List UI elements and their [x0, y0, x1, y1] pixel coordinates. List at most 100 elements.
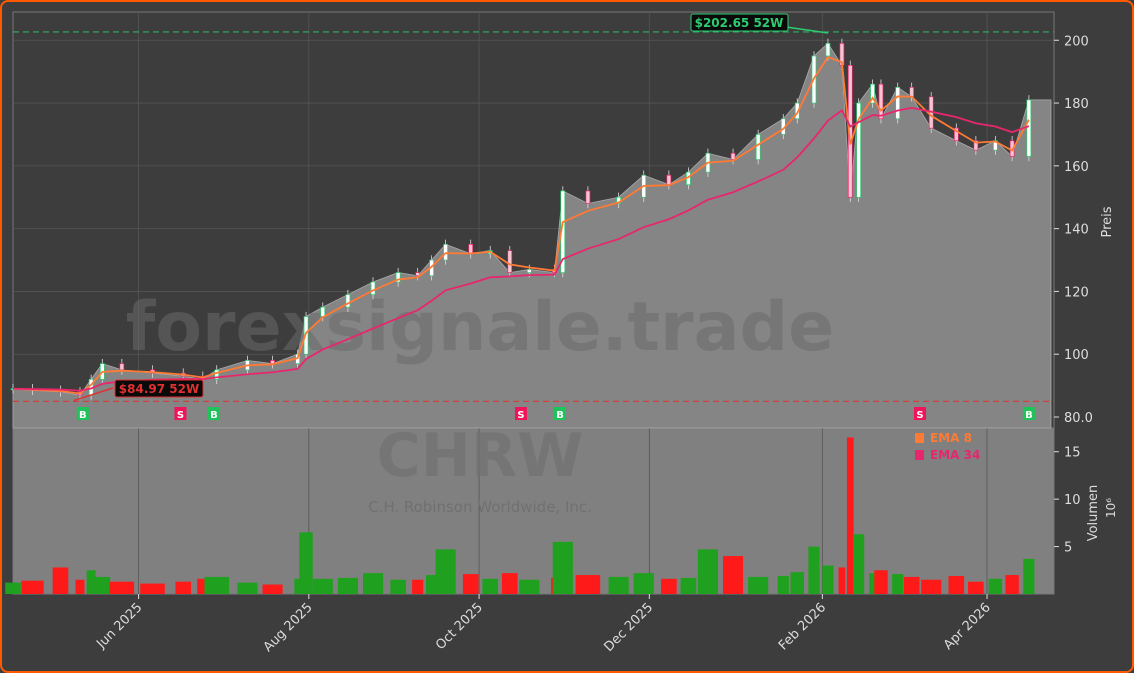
- signal-label: B: [1025, 410, 1033, 421]
- volume-bar: [501, 573, 518, 594]
- candle-body: [909, 87, 915, 98]
- sell-signal: [174, 407, 187, 420]
- legend-ema8: EMA 8: [930, 431, 972, 445]
- volume-bar: [462, 574, 479, 594]
- x-tick-label: Oct 2025: [433, 600, 486, 653]
- x-tick-label: Apr 2026: [941, 600, 994, 653]
- candle-body: [395, 272, 401, 283]
- candle-body: [415, 272, 421, 277]
- volume-bar: [968, 581, 984, 594]
- volume-bar: [52, 567, 69, 594]
- volume-axis-label: Volumen: [1086, 485, 1101, 542]
- volume-bar: [140, 583, 165, 594]
- volume-bar: [426, 575, 438, 594]
- volume-bar: [5, 582, 21, 594]
- volume-bar: [608, 576, 629, 594]
- legend-swatch-ema34: [915, 450, 924, 460]
- y-tick-label: 180: [1064, 97, 1089, 112]
- buy-signal: [76, 407, 89, 420]
- candle-body: [119, 363, 125, 371]
- candle-body: [345, 294, 351, 308]
- y-tick-label: 80.0: [1064, 411, 1093, 426]
- volume-bar: [822, 565, 834, 594]
- volume-bar: [633, 573, 654, 594]
- high-52w-label: $202.65 52W: [695, 16, 784, 30]
- candle-body: [320, 306, 326, 317]
- legend: EMA 8 EMA 34: [915, 431, 980, 462]
- volume-bar: [575, 575, 601, 594]
- signal-label: S: [177, 410, 184, 421]
- ticker-watermark: CHRW: [377, 421, 584, 491]
- volume-bars: [5, 437, 1035, 594]
- signal-label: B: [556, 410, 564, 421]
- sell-signal: [914, 407, 927, 420]
- volume-bar: [94, 576, 111, 594]
- x-tick-label: Dec 2025: [601, 600, 656, 655]
- y-tick-label: 120: [1064, 285, 1089, 300]
- watermark: forexsignale.trade: [126, 288, 835, 367]
- volume-bar: [892, 574, 904, 594]
- sell-signal: [514, 407, 527, 420]
- volume-bar: [175, 581, 192, 594]
- candle-body: [755, 134, 761, 160]
- candle-body: [468, 243, 474, 255]
- candle-body: [214, 369, 220, 380]
- volume-bar: [237, 582, 258, 594]
- volume-bar: [697, 549, 718, 594]
- volume-bar: [362, 573, 384, 594]
- y-tick-label: 140: [1064, 223, 1089, 238]
- candle-body: [526, 269, 532, 273]
- high-52w-arrow: [785, 26, 829, 34]
- candle-body: [953, 127, 959, 142]
- candle-body: [443, 243, 448, 261]
- candle-body: [870, 83, 875, 104]
- 52w-levels: $202.65 52W $84.97 52W: [13, 13, 1054, 403]
- buy-signal: [207, 407, 220, 420]
- x-tick-label: Aug 2025: [261, 600, 316, 655]
- volume-bar: [748, 576, 769, 594]
- volume-bar: [519, 579, 540, 594]
- candle-body: [825, 43, 831, 57]
- volume-bar: [988, 578, 1003, 594]
- volume-bar: [262, 584, 283, 594]
- low-52w-box: [114, 379, 204, 398]
- buy-signal: [1022, 407, 1035, 420]
- volume-tick-label: 5: [1064, 541, 1072, 556]
- volume-bar: [204, 576, 230, 594]
- candle-body: [730, 152, 736, 160]
- candle-body: [585, 190, 591, 204]
- volume-bar: [390, 579, 406, 594]
- volume-bar: [75, 579, 85, 594]
- ema34-line: [12, 106, 1030, 392]
- signal-label: S: [916, 410, 923, 421]
- candle-body: [507, 250, 513, 273]
- x-tick-label: Feb 2026: [776, 600, 829, 653]
- volume-bar: [948, 575, 965, 594]
- y-tick-label: 200: [1064, 34, 1089, 49]
- volume-axis-unit: 10⁶: [1104, 498, 1118, 518]
- candle-body: [878, 83, 884, 120]
- volume-bar: [680, 577, 697, 594]
- high-52w-box: [690, 13, 789, 32]
- volume-bar: [412, 579, 424, 594]
- low-52w-label: $84.97 52W: [119, 382, 199, 396]
- volume-bar: [337, 577, 358, 594]
- ema8-line: [12, 55, 1030, 395]
- volume-bar: [86, 570, 96, 594]
- volume-tick-label: 15: [1064, 446, 1081, 461]
- volume-bar: [808, 546, 820, 594]
- volume-bar: [552, 541, 573, 594]
- volume-bar: [661, 578, 677, 594]
- volume-bar: [869, 573, 876, 594]
- company-watermark: C.H. Robinson Worldwide, Inc.: [368, 498, 592, 516]
- volume-bar: [312, 578, 333, 594]
- y-tick-label: 160: [1064, 160, 1089, 175]
- legend-ema34: EMA 34: [930, 448, 980, 462]
- legend-swatch-ema8: [915, 433, 924, 443]
- volume-bar: [21, 580, 44, 594]
- volume-bar: [853, 534, 865, 594]
- volume-bar: [790, 572, 804, 594]
- volume-bar: [903, 576, 920, 594]
- candle-body: [1026, 99, 1032, 157]
